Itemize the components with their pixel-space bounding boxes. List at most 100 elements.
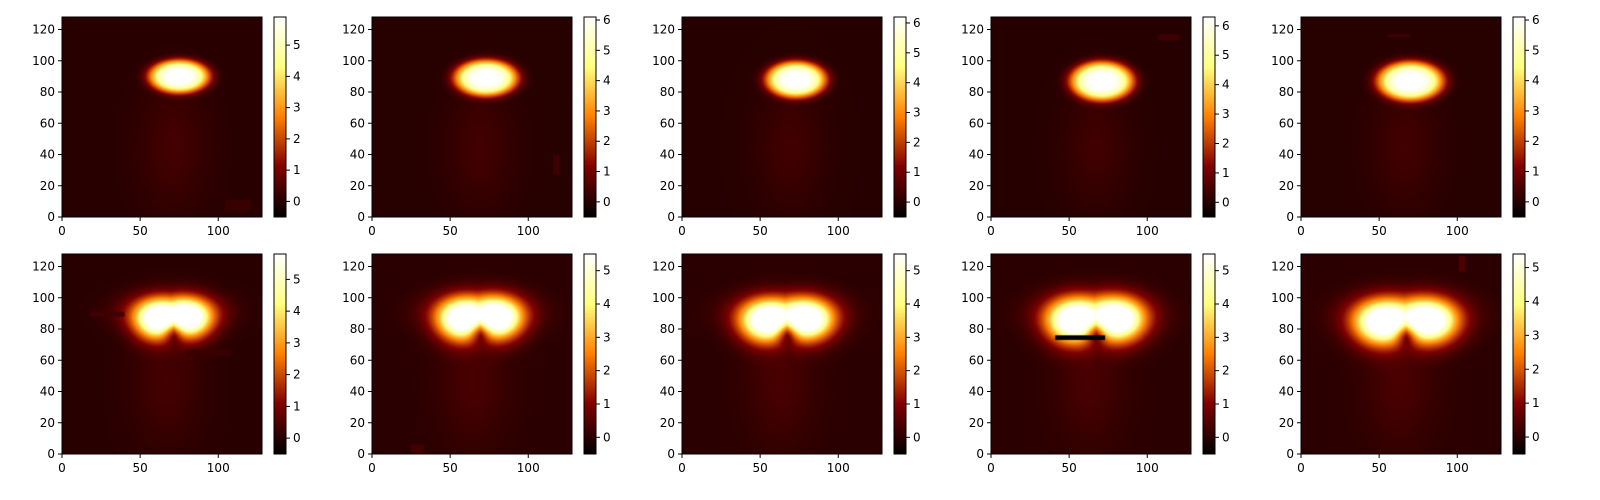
y-tick-label: 100 [342,54,365,68]
heatmap-image [372,254,572,454]
y-tick-label: 60 [660,353,675,367]
y-tick-label: 80 [660,85,675,99]
heatmap-panel-9: 0 50 100 0 20 40 60 80 100 120 0 1 2 3 4 5 [961,253,1230,475]
heatmap-panel-5: 0 50 100 0 20 40 60 80 100 120 0 1 2 3 4 5 6 [1271,13,1540,238]
y-tick-label: 120 [961,260,984,274]
y-tick-label: 20 [40,179,55,193]
colorbar-tick-label: 5 [1222,264,1230,278]
y-tick-label: 80 [1279,85,1294,99]
colorbar-tick-label: 2 [603,364,611,378]
x-tick-label: 0 [1297,224,1305,238]
y-tick-label: 20 [660,179,675,193]
y-tick-label: 40 [40,148,55,162]
y-tick-label: 120 [652,260,675,274]
colorbar: 0 1 2 3 4 5 [1512,253,1540,455]
colorbar-tick-label: 1 [1532,165,1540,179]
colorbar-tick-label: 0 [1532,430,1540,444]
heatmap-panel-3: 0 50 100 0 20 40 60 80 100 120 0 1 2 3 4 5 6 [652,16,921,238]
colorbar-tick-label: 2 [293,132,301,146]
y-tick-label: 0 [667,447,675,461]
colorbar-tick-label: 6 [913,16,921,30]
colorbar-tick-label: 4 [1222,78,1230,92]
colorbar-tick-label: 1 [293,399,301,413]
x-tick-label: 0 [58,224,66,238]
y-tick-label: 60 [40,353,55,367]
colorbar-tick-label: 4 [293,304,301,318]
axes-frame [681,253,883,455]
colorbar-frame [1202,16,1216,218]
colorbar-tick-label: 2 [1222,364,1230,378]
colorbar-tick-label: 3 [913,330,921,344]
colorbar-tick-label: 2 [913,135,921,149]
colorbar-gradient [1513,254,1525,454]
colorbar-tick-label: 1 [603,397,611,411]
colorbar-tick-label: 4 [913,297,921,311]
colorbar-tick-label: 0 [1222,430,1230,444]
y-tick-label: 0 [976,447,984,461]
colorbar-frame [273,253,287,455]
colorbar-gradient [1203,254,1215,454]
heatmap-panel-6: 0 50 100 0 20 40 60 80 100 120 0 1 2 3 4 5 [32,253,301,475]
y-tick-label: 80 [1279,322,1294,336]
heatmap-panel-8: 0 50 100 0 20 40 60 80 100 120 0 1 2 3 4 5 [652,253,921,475]
y-tick-label: 60 [660,116,675,130]
colorbar-tick-label: 3 [1222,107,1230,121]
y-tick-label: 20 [969,179,984,193]
y-tick-label: 20 [40,416,55,430]
colorbar-tick-label: 5 [293,38,301,52]
colorbar-gradient [1513,17,1525,217]
x-tick-label: 0 [58,461,66,475]
colorbar-tick-label: 0 [1222,195,1230,209]
colorbar: 0 1 2 3 4 5 [1202,253,1230,455]
colorbar: 0 1 2 3 4 5 [273,253,301,455]
colorbar-tick-label: 0 [1532,195,1540,209]
heatmap-image [682,17,882,217]
colorbar-gradient [584,254,596,454]
y-tick-label: 40 [1279,385,1294,399]
colorbar-tick-label: 1 [1532,396,1540,410]
colorbar-tick-label: 4 [603,74,611,88]
y-tick-label: 120 [342,260,365,274]
colorbar: 0 1 2 3 4 5 6 [1202,16,1230,218]
x-tick-label: 50 [1371,461,1386,475]
x-tick-label: 100 [207,224,230,238]
colorbar-tick-label: 5 [1222,48,1230,62]
colorbar-tick-label: 4 [603,297,611,311]
x-tick-label: 50 [752,224,767,238]
colorbar-tick-label: 0 [913,430,921,444]
colorbar: 0 1 2 3 4 5 6 [583,13,611,218]
heatmap-image [62,254,262,454]
y-tick-label: 40 [660,148,675,162]
colorbar: 0 1 2 3 4 5 6 [1512,13,1540,218]
y-tick-label: 0 [976,210,984,224]
colorbar-tick-label: 3 [913,106,921,120]
x-tick-label: 0 [368,461,376,475]
colorbar-tick-label: 5 [913,264,921,278]
colorbar-tick-label: 1 [1222,166,1230,180]
y-tick-label: 80 [969,322,984,336]
x-tick-label: 50 [1061,224,1076,238]
y-tick-label: 60 [969,353,984,367]
colorbar-frame [1512,253,1526,455]
colorbar-tick-label: 0 [913,195,921,209]
y-tick-label: 20 [1279,416,1294,430]
y-tick-label: 100 [961,54,984,68]
colorbar-tick-label: 0 [603,430,611,444]
y-tick-label: 60 [40,116,55,130]
colorbar-tick-label: 1 [913,397,921,411]
x-tick-label: 100 [1136,224,1159,238]
y-tick-label: 40 [1279,148,1294,162]
colorbar-tick-label: 4 [913,76,921,90]
colorbar-tick-label: 0 [603,195,611,209]
y-tick-label: 80 [350,85,365,99]
colorbar-gradient [274,254,286,454]
colorbar-tick-label: 2 [293,368,301,382]
colorbar-gradient [274,17,286,217]
y-tick-label: 20 [660,416,675,430]
y-tick-label: 0 [47,210,55,224]
y-tick-label: 120 [32,260,55,274]
colorbar-gradient [894,17,906,217]
heatmap-image [62,17,262,217]
y-tick-label: 0 [1286,447,1294,461]
y-tick-label: 120 [32,23,55,37]
